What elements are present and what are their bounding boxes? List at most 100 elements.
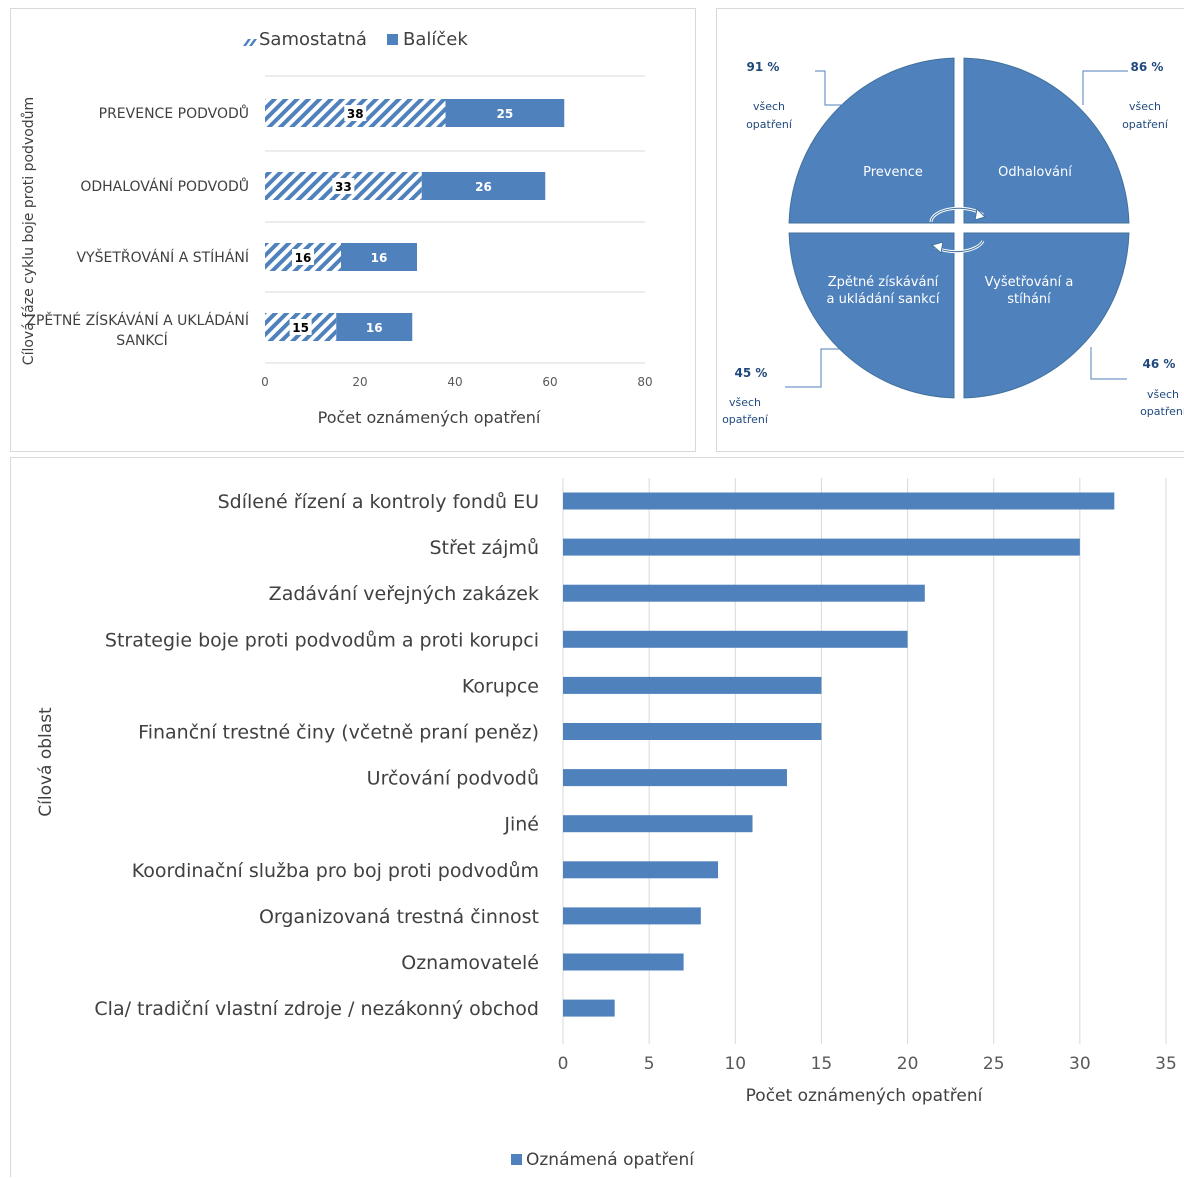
bar-oznamena-opatreni: [563, 723, 822, 740]
category-label: Zadávání veřejných zakázek: [269, 583, 539, 605]
y-axis-title: Cílová oblast: [36, 707, 56, 817]
legend-label: Oznámená opatření: [526, 1150, 695, 1170]
value-label-samostatna: 15: [292, 321, 309, 335]
stacked-bar-chart: Samostatná Balíček 38 25 PREVENCE PODVODŮ 33 2…: [21, 29, 653, 427]
bar-oznamena-opatreni: [563, 953, 684, 971]
bar-oznamena-opatreni: [563, 676, 822, 694]
category-label: Sdílené řízení a kontroly fondů EU: [218, 491, 539, 513]
category-label: Organizovaná trestná činnost: [259, 906, 539, 928]
quadrant-label-zpetne: a ukládání sankcí: [827, 292, 940, 307]
quadrant-slice: [788, 232, 955, 399]
callout-note: opatření: [746, 118, 793, 131]
callout-percent-prevence: 91 %: [747, 60, 780, 74]
cycle-arrowhead-upper: [974, 207, 986, 221]
x-tick-label: 15: [811, 1054, 833, 1074]
bar-oznamena-opatreni: [563, 769, 787, 787]
callout-note: všech: [1129, 100, 1161, 113]
x-tick-label: 25: [983, 1054, 1005, 1074]
value-label-samostatna: 33: [335, 180, 352, 194]
quadrant-label-vysetrovani: Vyšetřování a: [985, 275, 1074, 290]
callout-percent-odhalovani: 86 %: [1131, 60, 1164, 74]
x-tick-label: 20: [352, 375, 367, 389]
category-label: Korupce: [462, 675, 539, 697]
callout-note: všech: [1147, 388, 1179, 401]
legend-swatch-balicek: [387, 34, 398, 45]
bar-oznamena-opatreni: [563, 538, 1080, 556]
x-tick-label: 30: [1069, 1054, 1091, 1074]
target-area-bar-chart: Sdílené řízení a kontroly fondů EU Střet …: [36, 478, 1177, 1170]
x-tick-label: 20: [897, 1054, 919, 1074]
callout-percent-vysetrovani: 46 %: [1143, 357, 1176, 371]
x-axis-title: Počet oznámených opatření: [318, 408, 541, 427]
cycle-arrowhead-lower: [930, 241, 944, 254]
category-label: Jiné: [503, 814, 539, 836]
category-label: ODHALOVÁNÍ PODVODŮ: [80, 177, 249, 195]
bar-oznamena-opatreni: [563, 861, 719, 879]
quadrant-slice: [963, 232, 1130, 399]
category-label: VYŠETŘOVÁNÍ A STÍHÁNÍ: [76, 248, 249, 266]
callout-note: opatření: [1122, 118, 1169, 131]
bar-oznamena-opatreni: [563, 815, 753, 833]
category-label: Strategie boje proti podvodům a proti ko…: [105, 629, 539, 651]
callout-note: všech: [729, 396, 761, 409]
target-area-bar-chart-panel: Sdílené řízení a kontroly fondů EU Střet …: [10, 457, 1184, 1177]
callout-line: [1082, 70, 1128, 105]
category-label: PREVENCE PODVODŮ: [99, 104, 249, 122]
bar-balicek: [445, 99, 565, 127]
callout-note: opatření: [1140, 405, 1184, 418]
bar-balicek: [336, 313, 413, 341]
category-label: Oznamovatelé: [401, 952, 539, 974]
category-label: Cla/ tradiční vlastní zdroje / nezákonný…: [94, 998, 539, 1020]
legend-swatch: [511, 1154, 522, 1165]
value-label-balicek: 26: [475, 180, 492, 194]
x-tick-label: 10: [724, 1054, 746, 1074]
value-label-bg: [344, 105, 367, 121]
value-label-samostatna: 16: [295, 251, 312, 265]
callout-note: opatření: [722, 413, 769, 426]
legend-swatch-samostatna: [243, 39, 257, 46]
callout-line: [785, 348, 841, 388]
value-label-bg: [289, 319, 312, 335]
y-axis-title: Cílová fáze cyklu boje proti podvodům: [21, 97, 37, 365]
quadrant-label-vysetrovani: stíhání: [1007, 292, 1051, 307]
x-tick-label: 5: [644, 1054, 655, 1074]
phase-cycle-diagram: Prevence Odhalování Zpětné získávání a uklá…: [722, 57, 1184, 426]
x-tick-label: 0: [558, 1054, 569, 1074]
value-label-balicek: 16: [366, 321, 383, 335]
callout-note: všech: [753, 100, 785, 113]
bar-oznamena-opatreni: [563, 630, 908, 648]
x-tick-label: 35: [1155, 1054, 1177, 1074]
bar-oznamena-opatreni: [563, 907, 701, 925]
stacked-bar-chart-panel: Samostatná Balíček 38 25 PREVENCE PODVODŮ 33 2…: [10, 8, 696, 452]
x-tick-label: 40: [447, 375, 462, 389]
legend-label-samostatna: Samostatná: [259, 29, 367, 50]
value-label-bg: [292, 249, 314, 265]
bar-balicek: [421, 172, 546, 200]
bar-oznamena-opatreni: [563, 999, 615, 1017]
quadrant-label-prevence: Prevence: [863, 165, 923, 180]
x-tick-label: 80: [637, 375, 652, 389]
bar-oznamena-opatreni: [563, 492, 1115, 510]
x-tick-label: 60: [542, 375, 557, 389]
callout-line: [815, 70, 849, 106]
bar-oznamena-opatreni: [563, 584, 925, 602]
category-label: SANKCÍ: [116, 332, 168, 349]
value-label-samostatna: 38: [347, 107, 364, 121]
quadrant-slice: [963, 57, 1130, 224]
value-label-balicek: 16: [371, 251, 388, 265]
quadrant-label-odhalovani: Odhalování: [998, 165, 1072, 180]
x-axis-title: Počet oznámených opatření: [746, 1086, 984, 1106]
category-label: Koordinační služba pro boj proti podvodů…: [132, 860, 539, 882]
quadrant-slice: [788, 57, 955, 224]
category-label: Střet zájmů: [429, 537, 539, 559]
value-label-bg: [332, 178, 355, 194]
bar-balicek: [341, 243, 417, 271]
category-label: ZPĚTNÉ ZÍSKÁVÁNÍ A UKLÁDÁNÍ: [26, 312, 249, 329]
phase-cycle-diagram-panel: Prevence Odhalování Zpětné získávání a uklá…: [716, 8, 1184, 452]
category-label: Určování podvodů: [367, 768, 539, 790]
category-label: Finanční trestné činy (včetně praní peně…: [138, 722, 539, 744]
callout-line: [1090, 347, 1127, 380]
x-tick-label: 0: [261, 375, 269, 389]
callout-percent-zpetne: 45 %: [735, 366, 768, 380]
quadrant-label-zpetne: Zpětné získávání: [828, 275, 939, 290]
